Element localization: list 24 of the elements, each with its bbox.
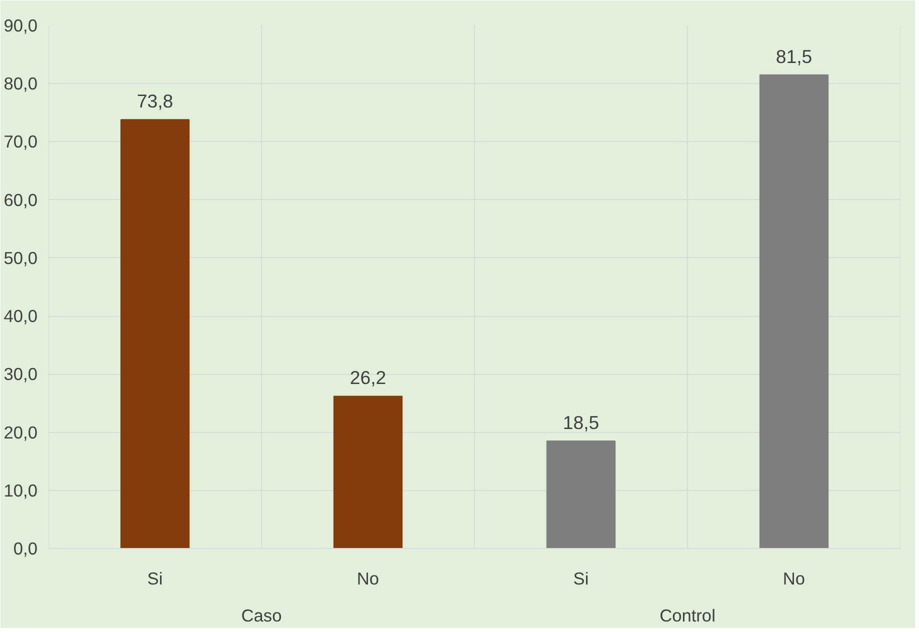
y-tick-label: 0,0 <box>13 538 38 558</box>
y-tick-label: 30,0 <box>4 364 38 384</box>
y-tick-label: 50,0 <box>4 248 38 268</box>
x-tick-label: No <box>782 568 806 588</box>
x-tick-label: Si <box>147 568 163 588</box>
data-label: 26,2 <box>350 367 386 388</box>
bar <box>546 440 616 548</box>
bar <box>333 396 403 548</box>
y-tick-label: 90,0 <box>4 16 38 36</box>
data-label: 81,5 <box>776 46 812 67</box>
data-label: 18,5 <box>562 412 600 433</box>
y-tick-label: 20,0 <box>4 422 38 442</box>
x-tick-label: No <box>356 568 380 588</box>
text: Caso <box>241 606 282 626</box>
bar <box>759 74 829 548</box>
bar <box>120 119 190 548</box>
y-tick-label: 80,0 <box>4 74 38 94</box>
text: Control <box>660 606 716 626</box>
x-tick-label: Si <box>573 568 589 588</box>
data-label: 73,8 <box>136 90 174 112</box>
y-tick-label: 60,0 <box>4 190 38 210</box>
y-tick-label: 70,0 <box>4 132 38 152</box>
y-tick-label: 10,0 <box>4 480 38 500</box>
y-tick-label: 40,0 <box>4 306 38 326</box>
